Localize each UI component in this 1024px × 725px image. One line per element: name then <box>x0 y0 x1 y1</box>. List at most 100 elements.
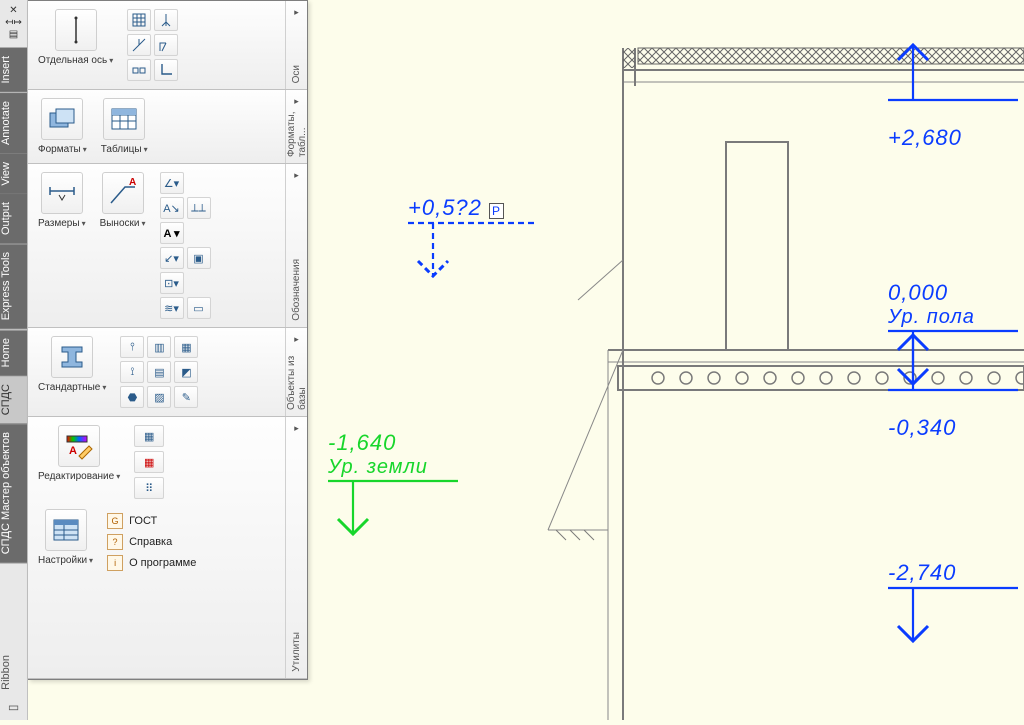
chevron-down-icon: ▾ <box>109 56 113 65</box>
grid-red-icon[interactable]: ▦ <box>134 451 164 473</box>
screw-icon[interactable]: ⟟ <box>120 361 144 383</box>
tab-insert[interactable]: Insert <box>0 48 27 93</box>
note-dim-icon[interactable]: ▭ <box>187 297 211 319</box>
chan-icon[interactable]: ▥ <box>147 336 171 358</box>
panel-notations: Размеры▾ A Выноски▾ ∠▾ A↘ ⟂⟂ A ▾ ↙▾ ▣ ⊡▾ <box>28 164 307 328</box>
axis-dash-icon[interactable] <box>127 59 151 81</box>
note-cut-icon[interactable]: ⟂⟂ <box>187 197 211 219</box>
note-slope-icon[interactable]: ∠▾ <box>160 172 184 194</box>
angle-icon[interactable]: ◩ <box>174 361 198 383</box>
drawing-canvas[interactable]: +0,5?2 P +2,680 0,000Ур. пола -0,340 -2,74… <box>308 0 1024 720</box>
tool-tables[interactable]: Таблицы▾ <box>101 98 148 155</box>
settings-icon <box>45 509 87 551</box>
palette-edit-icon: A <box>58 425 100 467</box>
item-gost[interactable]: G ГОСТ <box>107 513 196 529</box>
note-wavy-icon[interactable]: ≋▾ <box>160 297 184 319</box>
bolt-icon[interactable]: ⫯ <box>120 336 144 358</box>
tool-label: Стандартные <box>38 382 100 393</box>
tab-express-tools[interactable]: Express Tools <box>0 244 27 329</box>
elevation-value: +0,5?2 P <box>408 195 568 221</box>
note-a2-icon[interactable]: A ▾ <box>160 222 184 244</box>
grid-dots-icon[interactable]: ⠿ <box>134 477 164 499</box>
menu-icon[interactable]: ▤ <box>9 30 18 40</box>
elevation-marker: +0,5?2 P <box>408 195 568 301</box>
panel-title: Оси <box>291 65 302 83</box>
tee-icon[interactable]: ▦ <box>174 336 198 358</box>
tool-settings[interactable]: Настройки▾ <box>38 509 93 566</box>
elevation-value: -2,740 <box>888 560 1024 586</box>
item-about[interactable]: iО программе <box>107 555 196 571</box>
elevation-value: -1,640 <box>328 430 488 456</box>
ribbon-tabs: Insert Annotate View Output Express Tool… <box>0 48 27 645</box>
note-elev-icon[interactable]: ▣ <box>187 247 211 269</box>
tool-label: Таблицы <box>101 144 142 155</box>
elevation-marker: -1,640Ур. земли <box>328 430 488 559</box>
tool-single-axis[interactable]: Отдельная ось▾ <box>38 9 113 66</box>
ibeam-icon <box>51 336 93 378</box>
ribbon-bottom-icon[interactable]: ▭ <box>0 700 27 720</box>
nut-icon[interactable]: ⬣ <box>120 386 144 408</box>
tool-leaders[interactable]: A Выноски▾ <box>100 172 146 229</box>
axis-orth-icon[interactable] <box>154 9 178 31</box>
panel-title: Обозначения <box>291 259 302 321</box>
elevation-sub: Ур. пола <box>888 306 1024 329</box>
elevation-marker: -2,740 <box>888 560 1024 666</box>
item-help[interactable]: ?Справка <box>107 534 196 550</box>
tab-spds-master[interactable]: СПДС Мастер объектов <box>0 424 27 563</box>
tab-spds[interactable]: СПДС <box>0 376 27 424</box>
palette-controls: ✕ ↤↦ ▤ <box>0 0 27 48</box>
tool-label: Выноски <box>100 218 140 229</box>
note-sect-icon[interactable]: ↙▾ <box>160 247 184 269</box>
tool-formats[interactable]: Форматы▾ <box>38 98 87 155</box>
axis-grid-icon[interactable] <box>127 9 151 31</box>
tool-standard[interactable]: Стандартные▾ <box>38 336 106 393</box>
tables-icon <box>103 98 145 140</box>
plate-icon[interactable]: ▤ <box>147 361 171 383</box>
ribbon-label: Ribbon <box>0 645 27 700</box>
tab-annotate[interactable]: Annotate <box>0 93 27 154</box>
tool-dimensions[interactable]: Размеры▾ <box>38 172 86 229</box>
grid4-icon[interactable]: ▦ <box>134 425 164 447</box>
note-pt-icon[interactable]: ⊡▾ <box>160 272 184 294</box>
axes-grid <box>127 9 205 81</box>
gost-icon: G <box>107 513 123 529</box>
panel-title: Объекты из базы <box>286 345 308 410</box>
panel-utilities: A Редактирование▾ ▦ ▦ ⠿ Настройки▾ G ГОСТ… <box>28 417 307 679</box>
panel-axes: Отдельная ось▾ ▸ Оси <box>28 1 307 90</box>
axis-l-icon[interactable] <box>154 59 178 81</box>
axis-square-icon[interactable] <box>154 34 178 56</box>
notation-grid: ∠▾ A↘ ⟂⟂ A ▾ ↙▾ ▣ ⊡▾ ≋▾ ▭ <box>160 172 238 319</box>
ribbon-palette: Отдельная ось▾ ▸ Оси Форматы▾ <box>28 0 308 680</box>
elevation-marker: -0,340 <box>888 335 1024 441</box>
elevation-value: 0,000 <box>888 280 1024 306</box>
axis-angled-icon[interactable] <box>127 34 151 56</box>
elevation-value: +2,680 <box>888 125 1024 151</box>
pencil-icon[interactable]: ✎ <box>174 386 198 408</box>
tab-home[interactable]: Home <box>0 330 27 376</box>
tool-edit[interactable]: A Редактирование▾ <box>38 425 120 482</box>
close-icon[interactable]: ✕ <box>9 6 17 16</box>
util-list: G ГОСТ ?Справка iО программе <box>107 513 196 571</box>
note-a-icon[interactable]: A↘ <box>160 197 184 219</box>
panel-title: Утилиты <box>291 632 302 672</box>
elevation-marker: +2,680 <box>888 45 1024 151</box>
elevation-sub: Ур. земли <box>328 456 488 479</box>
panel-title: Форматы, табл... <box>286 107 308 157</box>
vertical-tab-strip: ✕ ↤↦ ▤ Insert Annotate View Output Expre… <box>0 0 28 720</box>
item-label: ГОСТ <box>129 515 157 527</box>
tab-output[interactable]: Output <box>0 194 27 244</box>
panel-side: ▸ Оси <box>285 1 307 89</box>
axis-single-icon <box>55 9 97 51</box>
tool-label: Размеры <box>38 218 80 229</box>
help-icon: ? <box>107 534 123 550</box>
db-grid: ⫯ ▥ ▦ ⟟ ▤ ◩ ⬣ ▨ ✎ <box>120 336 198 408</box>
tool-label: Форматы <box>38 144 81 155</box>
tab-view[interactable]: View <box>0 154 27 195</box>
panel-chevron-icon[interactable]: ▸ <box>294 7 299 18</box>
dock-arrows-icon[interactable]: ↤↦ <box>5 18 22 28</box>
panel-db-objects: Стандартные▾ ⫯ ▥ ▦ ⟟ ▤ ◩ ⬣ ▨ ✎ ▸Объекты … <box>28 328 307 417</box>
svg-text:A: A <box>69 445 77 457</box>
info-icon: i <box>107 555 123 571</box>
sheet-icon[interactable]: ▨ <box>147 386 171 408</box>
tool-label: Редактирование <box>38 471 114 482</box>
